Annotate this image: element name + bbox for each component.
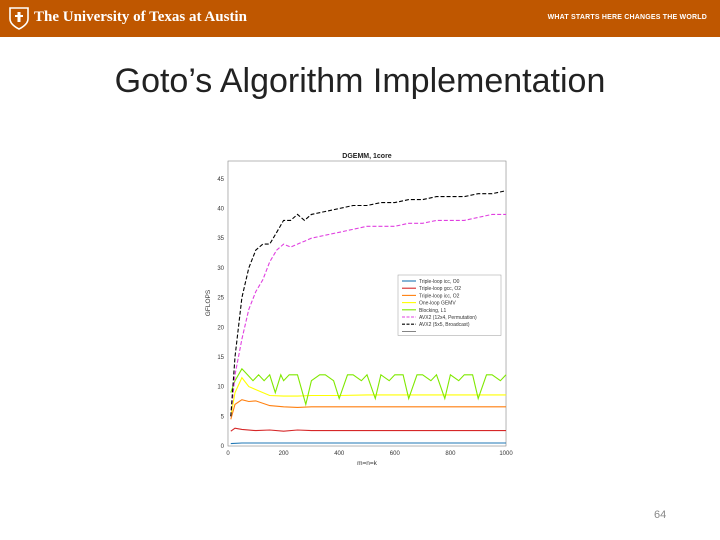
legend-box [397,274,502,336]
y-tick-label: 20 [217,325,224,331]
y-tick-label: 40 [217,207,224,213]
x-tick-label: 600 [390,451,401,457]
legend-label: One-loop GEMV [419,301,456,307]
series-line [230,427,506,432]
legend-label: Blocking, L1 [419,308,446,314]
y-tick-label: 10 [217,385,224,391]
header-bar: The University of Texas at Austin WHAT S… [0,0,720,37]
series-line [230,442,506,445]
slide-number: 64 [654,509,667,521]
series-line [230,367,507,407]
chart-title: DGEMM, 1core [342,153,392,160]
y-axis-label: GFLOPS [205,289,212,316]
y-tick-label: 25 [217,296,224,302]
y-tick-label: 5 [221,414,225,420]
dgemm-line-chart: DGEMM, 1core 0 5 10 15 20 25 30 35 40 45 0 200 400 60… [205,153,513,467]
y-tick-label: 35 [217,236,224,242]
x-axis-label: m=n=k [357,460,378,467]
legend-label: Triple-loop icc, O0 [419,279,460,285]
legend-label: Triple-loop icc, O2 [419,293,460,299]
x-tick-label: 1000 [499,451,513,457]
university-name: The University of Texas at Austin [34,9,247,25]
series-line [230,213,506,417]
series-line [230,190,507,417]
y-tick-label: 45 [217,177,224,183]
ut-seal-icon [9,7,29,30]
x-tick-label: 200 [279,451,290,457]
legend-label: AVX2 (5x5, Broadcast) [419,322,470,328]
x-tick-label: 0 [226,451,230,457]
y-tick-label: 15 [217,355,224,361]
tagline: WHAT STARTS HERE CHANGES THE WORLD [547,14,707,21]
legend-label: AVX2 (12x4, Permutation) [419,315,477,321]
y-tick-label: 0 [221,444,225,450]
x-tick-label: 800 [445,451,456,457]
legend-label: Triple-loop gcc, O2 [419,286,461,292]
series-lines [230,190,507,445]
y-tick-label: 30 [217,266,224,272]
slide-title: Goto’s Algorithm Implementation [114,62,606,100]
x-tick-label: 400 [334,451,345,457]
series-line [230,376,506,417]
series-line [230,399,506,420]
